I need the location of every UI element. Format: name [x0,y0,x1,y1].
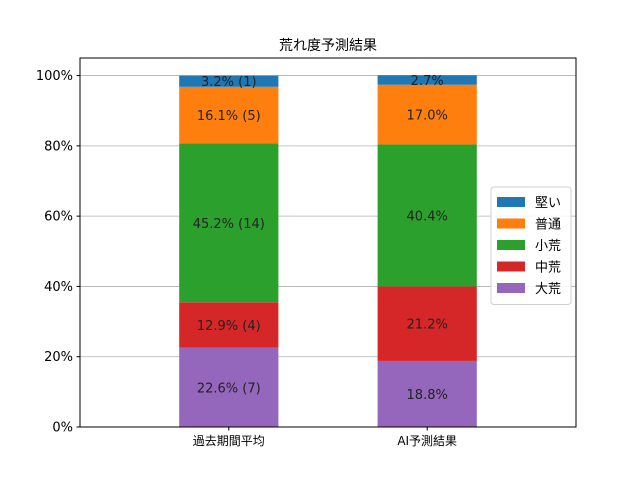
bar-data-label: 16.1% (5) [197,109,261,124]
y-tick-label: 20% [44,350,73,365]
bar-segment [179,302,279,348]
bar-data-label: 22.6% (7) [197,381,261,396]
bar-segment [377,84,477,145]
bar-segment [377,360,477,427]
legend-swatch [497,261,525,272]
x-tick-label: 過去期間平均 [193,434,265,448]
y-axis: 0% 20% 40% 60% 80% 100% [36,69,80,436]
bar-data-label: 17.0% [407,109,448,124]
bar-data-label: 45.2% (14) [193,217,265,232]
data-labels: 22.6% (7) 12.9% (4) 45.2% (14) 16.1% (5) 3.2… [193,74,448,403]
bar-segment [179,347,279,427]
y-tick-label: 0% [52,421,73,436]
legend-label: 小荒 [535,239,561,254]
x-tick-label: AI予測結果 [397,434,457,448]
chart-title: 荒れ度予測結果 [279,38,377,54]
bar-segment [179,86,279,144]
bar-segment [179,143,279,303]
bar-segment [179,75,279,87]
y-tick-label: 80% [44,139,73,154]
legend-box [490,186,572,305]
legend-label: 堅い [535,196,561,211]
y-tick-label: 60% [44,210,73,225]
legend-swatch [497,218,525,229]
y-tick-label: 40% [44,280,73,295]
axes-frame [79,57,577,428]
legend-swatch [497,283,525,293]
y-tick-label: 100% [36,69,73,84]
legend-swatch [497,197,525,207]
legend-swatch [497,240,525,250]
bar-data-label: 21.2% [407,318,448,333]
bar-segment [377,144,477,287]
legend-label: 普通 [535,218,561,233]
x-axis: 過去期間平均 AI予測結果 [193,427,457,448]
bar-data-label: 3.2% (1) [201,75,257,90]
bar-data-label: 2.7% [411,74,444,89]
legend-label: 大荒 [535,282,561,297]
bar-segment [377,75,477,85]
bar-data-label: 40.4% [407,209,448,224]
legend-label: 中荒 [535,261,561,276]
bar-data-label: 18.8% [407,388,448,403]
bar-segment [377,286,477,361]
bars [179,75,477,427]
bar-data-label: 12.9% (4) [197,319,261,334]
